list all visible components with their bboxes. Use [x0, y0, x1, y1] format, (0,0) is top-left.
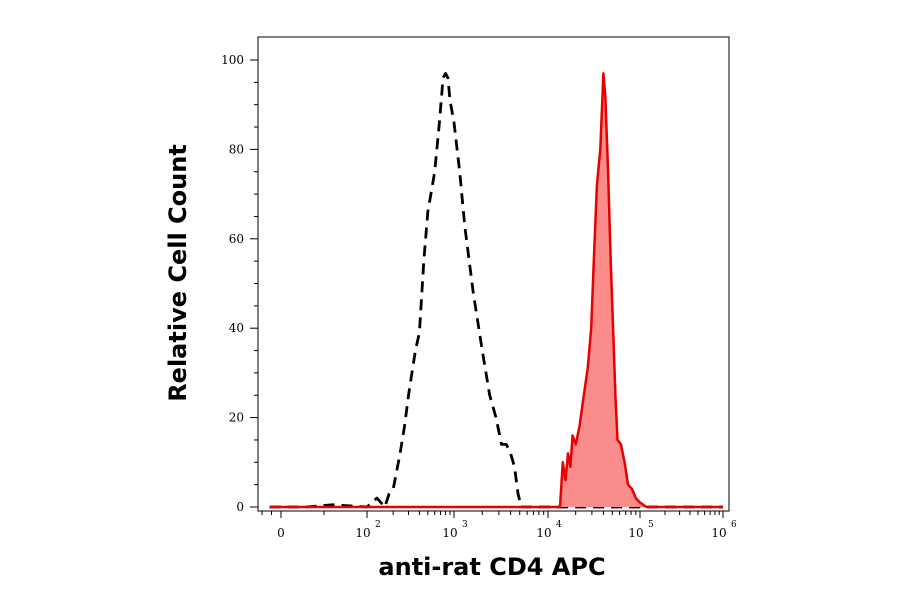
y-axis: 0 20 40 60 80 100: [221, 53, 258, 514]
series-layer: [269, 72, 723, 509]
x-tick-label-1: 10: [355, 526, 370, 540]
x-axis-title: anti-rat CD4 APC: [378, 553, 605, 581]
x-tick-exponent-1: 2: [375, 520, 381, 530]
y-tick-label-80: 80: [229, 142, 244, 156]
plot-frame: [257, 36, 730, 512]
x-tick-label-5: 10: [711, 526, 726, 540]
y-tick-label-100: 100: [221, 53, 244, 67]
x-tick-label-3: 10: [536, 526, 551, 540]
y-axis-title: Relative Cell Count: [164, 144, 192, 402]
y-tick-label-60: 60: [229, 232, 244, 246]
y-tick-label-40: 40: [229, 321, 244, 335]
series-1-line: [269, 72, 723, 509]
x-axis: 0 10 2 10 3 10 4 10 5 10 6: [261, 511, 737, 540]
x-tick-exponent-5: 6: [731, 520, 737, 530]
x-tick-label-2: 10: [442, 526, 457, 540]
x-tick-exponent-3: 4: [556, 520, 562, 530]
x-tick-exponent-4: 5: [648, 520, 654, 530]
x-tick-exponent-2: 3: [462, 520, 468, 530]
y-tick-label-0: 0: [236, 500, 244, 514]
series-2-line: [269, 72, 723, 509]
y-tick-label-20: 20: [229, 411, 244, 425]
x-tick-label-0: 0: [277, 526, 285, 540]
series-2-fill: [269, 73, 723, 508]
x-tick-label-4: 10: [628, 526, 643, 540]
